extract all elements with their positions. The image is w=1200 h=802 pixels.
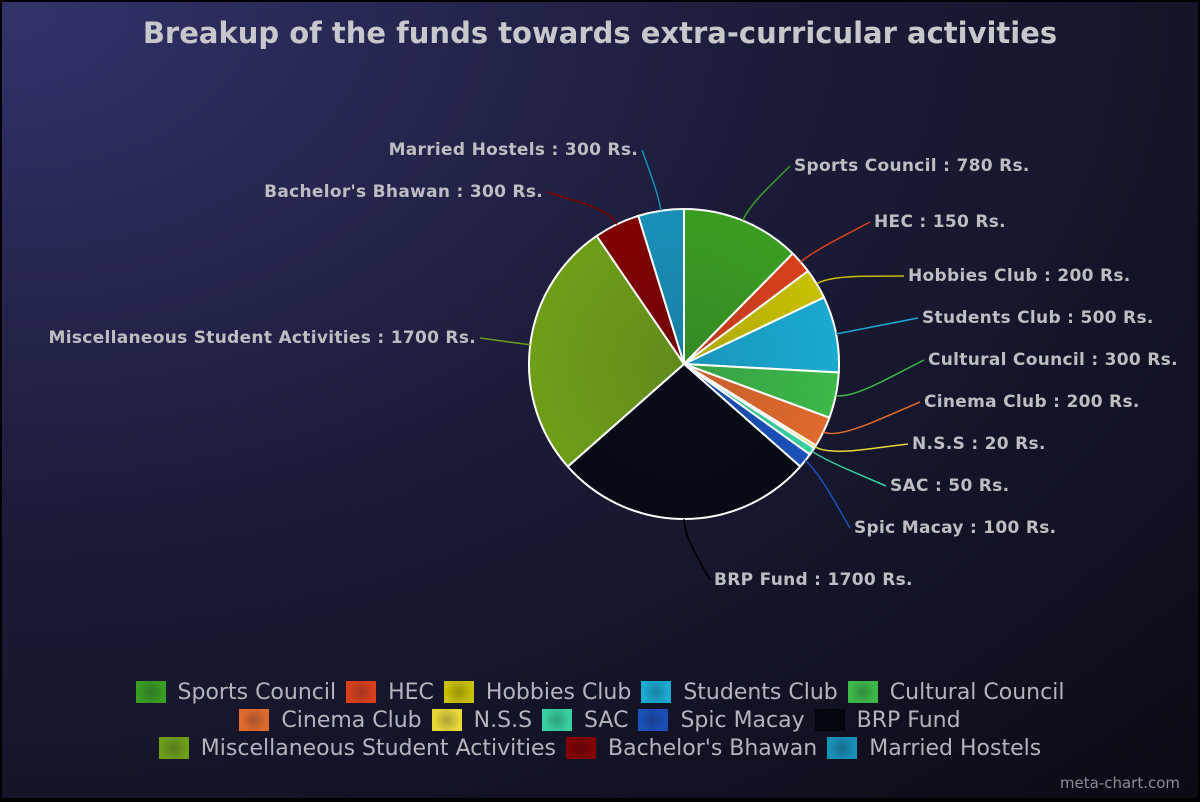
- data-label: Bachelor's Bhawan : 300 Rs.: [264, 182, 543, 202]
- leader-line: [800, 221, 871, 263]
- leader-line: [546, 191, 618, 225]
- leader-line: [814, 443, 909, 452]
- legend-swatch: [641, 681, 672, 703]
- data-label: Cultural Council : 300 Rs.: [928, 350, 1178, 370]
- data-label: Sports Council : 780 Rs.: [794, 156, 1030, 176]
- leader-line: [641, 149, 662, 211]
- legend-label: N.S.S: [473, 707, 533, 733]
- legend-swatch: [239, 709, 270, 731]
- data-label: Miscellaneous Student Activities : 1700 …: [49, 328, 477, 348]
- legend-item[interactable]: Hobbies Club: [443, 679, 632, 705]
- data-label: SAC : 50 Rs.: [890, 476, 1009, 496]
- legend-label: Hobbies Club: [485, 679, 632, 705]
- legend: Sports Council HEC Hobbies Club Students Cl…: [2, 678, 1198, 762]
- legend-item[interactable]: Spic Macay: [638, 707, 805, 733]
- legend-item[interactable]: Bachelor's Bhawan: [566, 736, 817, 761]
- leader-line: [835, 317, 919, 335]
- chart-title: Breakup of the funds towards extra-curri…: [142, 16, 1058, 50]
- leader-line: [479, 337, 531, 346]
- leader-line: [835, 359, 925, 397]
- legend-swatch: [135, 681, 166, 703]
- pie-slice-brp-fund[interactable]: [566, 362, 802, 520]
- legend-label: Cinema Club: [281, 707, 422, 733]
- leader-line: [811, 450, 887, 487]
- legend-label: SAC: [584, 707, 629, 733]
- legend-item[interactable]: Miscellaneous Student Activities: [158, 735, 556, 761]
- legend-label: Sports Council: [177, 679, 337, 705]
- legend-row: Cinema Club N.S.S SAC Spic Macay BRP Fund: [2, 706, 1198, 734]
- legend-swatch: [814, 709, 845, 731]
- legend-row: Sports Council HEC Hobbies Club Students Cl…: [2, 678, 1198, 706]
- leader-line: [742, 165, 791, 221]
- data-label: Students Club : 500 Rs.: [922, 308, 1154, 328]
- data-label: HEC : 150 Rs.: [874, 212, 1006, 232]
- legend-swatch: [346, 681, 377, 703]
- legend-swatch: [638, 709, 669, 731]
- legend-swatch: [566, 737, 596, 759]
- legend-label: HEC: [388, 679, 434, 705]
- legend-item[interactable]: Cinema Club: [239, 707, 422, 733]
- legend-swatch: [158, 737, 189, 759]
- legend-swatch: [542, 709, 573, 731]
- legend-row: Miscellaneous Student Activities Bachelor…: [2, 734, 1198, 762]
- leader-line: [822, 401, 921, 435]
- legend-label: Cultural Council: [889, 679, 1065, 705]
- legend-item[interactable]: Sports Council: [135, 679, 337, 705]
- legend-item[interactable]: N.S.S: [431, 707, 533, 733]
- legend-label: Bachelor's Bhawan: [608, 735, 818, 761]
- legend-swatch: [827, 737, 858, 759]
- legend-label: Spic Macay: [680, 707, 805, 733]
- data-label: N.S.S : 20 Rs.: [912, 434, 1046, 454]
- leader-line: [816, 275, 905, 285]
- legend-swatch: [431, 709, 462, 731]
- legend-swatch: [443, 681, 474, 703]
- legend-item[interactable]: Married Hostels: [827, 736, 1041, 761]
- credit-watermark: meta-chart.com: [1059, 774, 1180, 792]
- legend-item[interactable]: HEC: [346, 680, 434, 705]
- legend-label: Married Hostels: [869, 735, 1042, 761]
- data-label: Married Hostels : 300 Rs.: [389, 140, 638, 160]
- legend-label: Miscellaneous Student Activities: [200, 735, 556, 761]
- data-label: Cinema Club : 200 Rs.: [924, 392, 1140, 412]
- data-label: Spic Macay : 100 Rs.: [854, 518, 1056, 538]
- legend-swatch: [847, 681, 878, 703]
- pie-slice-married-hostels[interactable]: [637, 207, 685, 365]
- legend-label: BRP Fund: [856, 707, 961, 733]
- legend-item[interactable]: SAC: [542, 708, 628, 733]
- legend-label: Students Club: [683, 679, 838, 705]
- legend-item[interactable]: Students Club: [641, 679, 838, 705]
- data-label: BRP Fund : 1700 Rs.: [714, 570, 913, 590]
- legend-item[interactable]: BRP Fund: [814, 707, 961, 733]
- leader-line: [683, 518, 711, 581]
- pie-slice-sports-council[interactable]: [683, 207, 795, 367]
- data-label: Hobbies Club : 200 Rs.: [908, 266, 1131, 286]
- legend-item[interactable]: Cultural Council: [847, 679, 1065, 705]
- leader-line: [804, 460, 851, 529]
